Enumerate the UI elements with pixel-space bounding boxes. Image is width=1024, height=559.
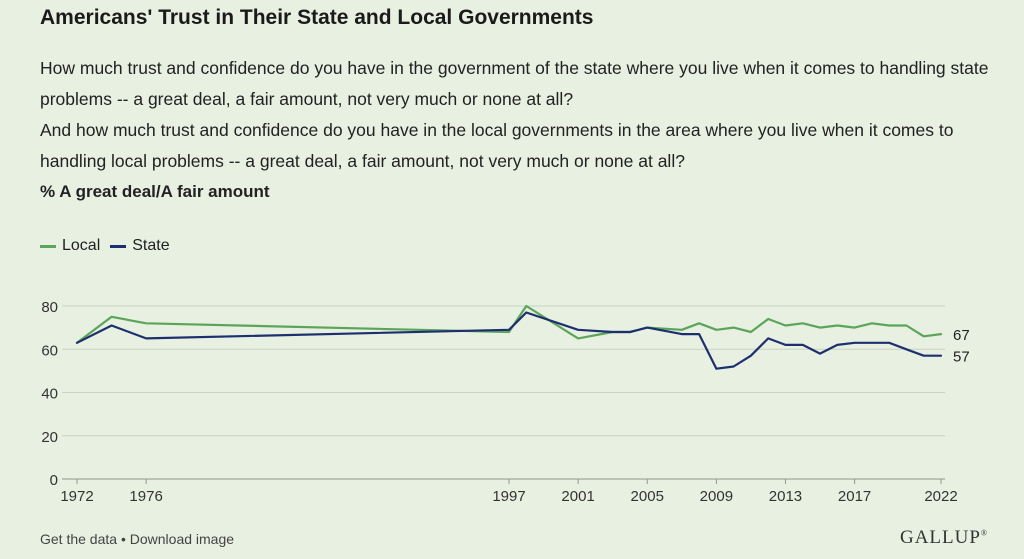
x-tick-label-2017: 2017 [838,488,871,505]
question-local: And how much trust and confidence do you… [40,120,954,171]
line-chart: 0 20 40 60 80 1972 1976 1997 2001 2005 2009 2013 201… [41,299,970,505]
y-tick-label-0: 0 [50,472,58,489]
end-label-local: 67 [953,327,970,344]
gallup-logo: GALLUP® [900,527,988,549]
y-tick-label-60: 60 [41,342,58,359]
chart-title: Americans' Trust in Their State and Loca… [40,6,594,29]
x-tick-label-2009: 2009 [700,488,733,505]
legend-swatch-local [40,244,56,248]
gallup-logo-text: GALLUP [899,527,981,548]
trademark-mark: ® [980,528,988,538]
x-tick-label-2022: 2022 [924,488,957,505]
x-tick-label-2013: 2013 [769,488,802,505]
x-tick-label-2001: 2001 [561,488,594,505]
footer-separator: • [120,531,126,547]
x-tick-label-1972: 1972 [60,488,93,505]
y-tick-label-80: 80 [41,299,58,316]
end-label-state: 57 [953,349,970,366]
legend-label-state: State [132,237,170,254]
legend-swatch-state [110,244,127,248]
chart-legend: Local State [40,237,180,255]
legend-item-local[interactable]: Local [40,237,100,255]
legend-label-local: Local [62,237,101,254]
series-line-state [75,311,943,370]
measure-label: % A great deal/A fair amount [40,182,270,201]
get-data-link[interactable]: Get the data [40,531,118,547]
series-line-local [75,304,943,344]
footer-links: Get the data • Download image [40,531,234,547]
x-tick-label-1976: 1976 [129,488,162,505]
y-tick-label-40: 40 [41,386,58,403]
x-tick-label-2005: 2005 [631,488,664,505]
legend-item-state[interactable]: State [110,237,170,255]
y-tick-label-20: 20 [41,429,58,446]
download-image-link[interactable]: Download image [129,531,235,547]
question-state: How much trust and confidence do you hav… [40,58,989,109]
x-tick-label-1997: 1997 [492,488,525,505]
